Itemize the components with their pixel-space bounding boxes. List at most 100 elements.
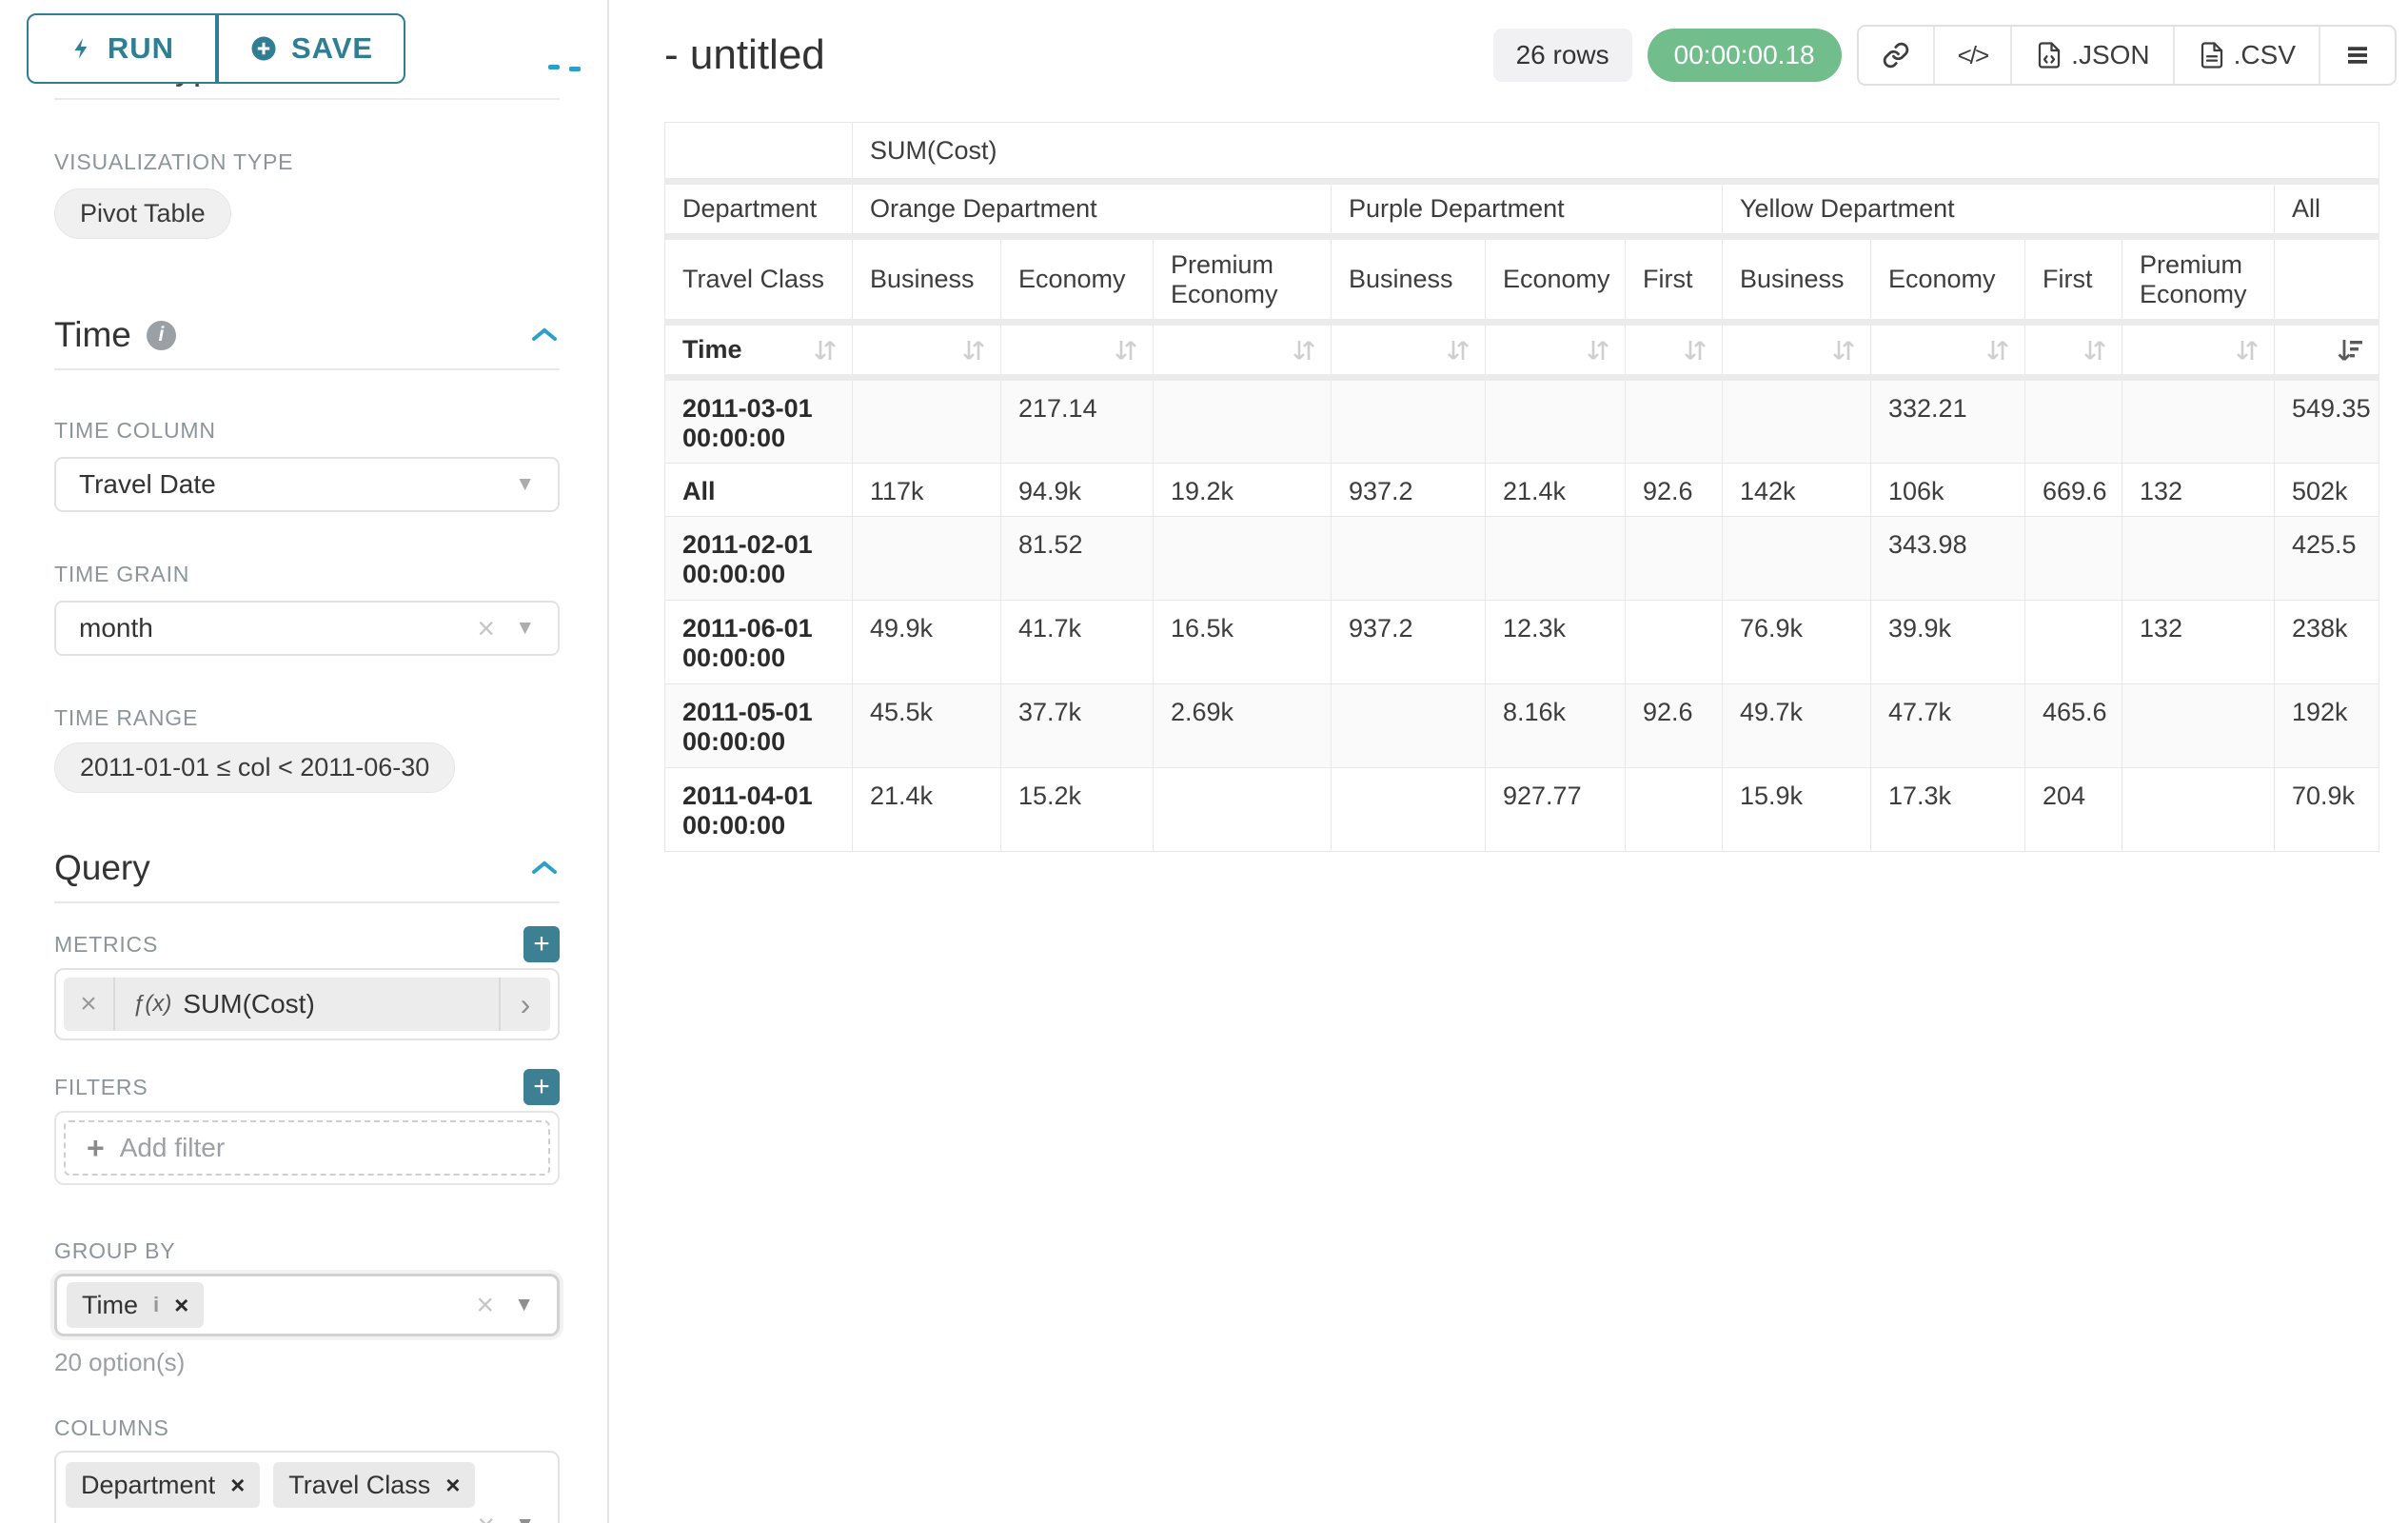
pivot-cell: 17.3k (1870, 767, 2025, 852)
pivot-colgroup-header: All (2273, 181, 2380, 240)
group-by-label: GROUP BY (54, 1238, 176, 1263)
clear-icon[interactable]: × (476, 1287, 494, 1322)
add-filter-button[interactable]: + (523, 1069, 560, 1105)
pivot-cell: 142k (1722, 463, 1871, 517)
add-filter-dropzone[interactable]: + Add filter (64, 1120, 550, 1176)
pivot-rowdim-label: Travel Class (664, 236, 853, 326)
sort-button[interactable] (1722, 322, 1871, 381)
clear-icon[interactable]: × (477, 611, 495, 645)
divider (54, 368, 560, 370)
sort-button[interactable] (2122, 322, 2275, 381)
sort-arrows-icon (2237, 340, 2258, 360)
chevron-up-icon (548, 65, 560, 69)
remove-tag-icon[interactable]: × (445, 1470, 461, 1499)
save-button-label: SAVE (290, 31, 374, 65)
pivot-cell (2122, 683, 2275, 768)
time-column-select[interactable]: Travel Date ▼ (54, 457, 560, 512)
pivot-row-label: All (664, 463, 853, 517)
time-grain-value: month (79, 613, 153, 643)
pivot-cell (1153, 767, 1332, 852)
run-button[interactable]: RUN (27, 13, 217, 84)
sort-arrows-icon (815, 340, 836, 360)
file-csv-icon (2201, 42, 2222, 69)
columns-select[interactable]: Department × Travel Class × × ▼ (54, 1451, 560, 1523)
time-range-pill[interactable]: 2011-01-01 ≤ col < 2011-06-30 (54, 742, 456, 793)
sort-arrows-icon (1115, 340, 1136, 360)
chevron-down-icon: ▼ (514, 1294, 534, 1315)
export-csv-label: .CSV (2233, 40, 2296, 69)
pivot-cell: 21.4k (852, 767, 1001, 852)
pivot-colgroup-header: Purple Department (1331, 181, 1723, 240)
sort-button[interactable]: Time (664, 322, 853, 381)
sort-button[interactable] (1485, 322, 1626, 381)
pivot-cell (2024, 377, 2122, 464)
pivot-cell (2122, 767, 2275, 852)
pivot-cell: 132 (2122, 463, 2275, 517)
pivot-cell: 549.35 (2273, 377, 2380, 464)
pivot-cell: 39.9k (1870, 600, 2025, 684)
pivot-cell: 2.69k (1153, 683, 1332, 768)
export-json-button[interactable]: .JSON (2010, 27, 2172, 84)
sort-button[interactable] (2273, 322, 2380, 381)
sort-arrows-icon (2084, 340, 2105, 360)
group-by-select[interactable]: Time i × × ▼ (54, 1274, 560, 1336)
group-by-hint: 20 option(s) (54, 1348, 186, 1376)
chevron-right-icon[interactable]: › (499, 978, 550, 1031)
save-button[interactable]: SAVE (217, 13, 405, 84)
metric-item[interactable]: × ƒ(x) SUM(Cost) › (64, 978, 550, 1031)
remove-tag-icon[interactable]: × (174, 1290, 189, 1319)
sort-arrows-icon (1833, 340, 1854, 360)
pivot-cell: 47.7k (1870, 683, 2025, 768)
pivot-cell: 81.52 (1000, 516, 1154, 601)
remove-tag-icon[interactable]: × (230, 1470, 246, 1499)
view-query-button[interactable]: </> (1932, 27, 2011, 84)
add-metric-button[interactable]: + (523, 926, 560, 962)
code-icon: </> (1957, 40, 1990, 69)
divider (54, 901, 560, 903)
sort-button[interactable] (1331, 322, 1486, 381)
pivot-row-label: 2011-06-01 00:00:00 (664, 600, 853, 684)
share-link-button[interactable] (1859, 27, 1933, 84)
pivot-cell (1625, 767, 1723, 852)
pivot-cell (1153, 377, 1332, 464)
sort-arrows-icon (1588, 340, 1609, 360)
pivot-cell (1331, 767, 1486, 852)
columns-tag: Department × (66, 1462, 261, 1508)
sort-amount-desc-icon (2338, 339, 2363, 361)
pivot-data-row: 2011-03-01 00:00:00 217.14 332.21 549.35 (664, 377, 2380, 464)
pivot-data-row: 2011-04-01 00:00:00 21.4k 15.2k 927.77 15.9k… (664, 767, 2380, 852)
sort-button[interactable] (1153, 322, 1332, 381)
link-icon (1883, 42, 1908, 69)
filters-label-row: FILTERS + (54, 1069, 560, 1105)
info-icon: i (146, 320, 176, 350)
pivot-metric-header: SUM(Cost) (851, 122, 2380, 185)
viz-type-pill[interactable]: Pivot Table (54, 188, 231, 239)
run-button-label: RUN (107, 31, 175, 65)
pivot-cell: 465.6 (2024, 683, 2122, 768)
time-grain-select[interactable]: month × ▼ (54, 601, 560, 656)
chevron-up-icon[interactable] (529, 859, 560, 878)
sort-arrows-icon (1293, 340, 1314, 360)
menu-button[interactable] (2319, 27, 2395, 84)
sort-button[interactable] (1000, 322, 1154, 381)
pivot-cell (1485, 377, 1626, 464)
export-csv-button[interactable]: .CSV (2172, 27, 2319, 84)
sort-button[interactable] (852, 322, 1001, 381)
pivot-cell: 92.6 (1625, 463, 1723, 517)
clear-icon[interactable]: × (477, 1508, 495, 1523)
query-section-title: Query (54, 848, 150, 887)
pivot-col-header: Business (1722, 236, 1871, 326)
columns-tag-label: Department (81, 1470, 216, 1499)
filters-label: FILTERS (54, 1074, 148, 1099)
add-filter-placeholder: Add filter (119, 1133, 226, 1162)
sort-button[interactable] (1870, 322, 2025, 381)
pivot-cell (1153, 516, 1332, 601)
chevron-up-icon[interactable] (529, 326, 560, 345)
sort-button[interactable] (1625, 322, 1723, 381)
time-range-label: TIME RANGE (54, 705, 199, 730)
pivot-table-container: SUM(Cost) Department Orange Department Purp… (664, 122, 2397, 852)
pivot-cell: 15.2k (1000, 767, 1154, 852)
remove-metric-icon[interactable]: × (64, 978, 115, 1031)
sort-button[interactable] (2024, 322, 2122, 381)
